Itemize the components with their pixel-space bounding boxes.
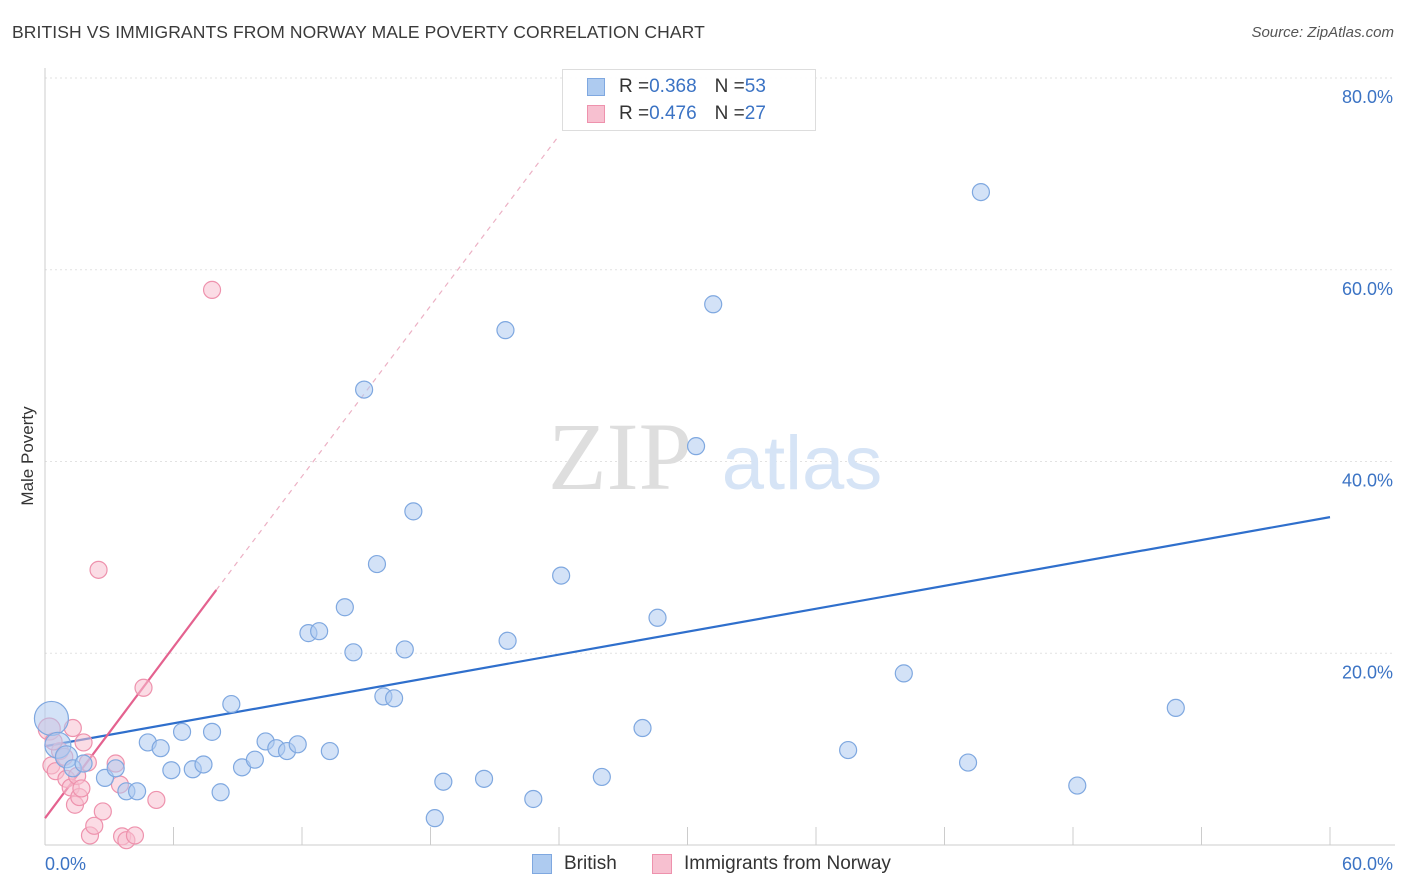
- british-point-23: [288, 735, 307, 754]
- british-point-42: [592, 767, 611, 787]
- british-point-33: [395, 640, 414, 659]
- british-point-50: [958, 753, 978, 772]
- grid-lines: [45, 77, 1395, 654]
- watermark: ZIP atlas: [548, 403, 882, 510]
- norway-trend-extension: [215, 135, 560, 591]
- british-legend-swatch: [532, 854, 552, 874]
- british-point-52: [1166, 698, 1185, 717]
- bottom-legend-norway[interactable]: Immigrants from Norway: [652, 852, 891, 876]
- correlation-legend: R = 0.368 N = 53 R = 0.476 N = 27: [562, 69, 816, 131]
- british-point-19: [245, 750, 264, 769]
- british-point-8: [127, 782, 147, 801]
- british-point-40: [524, 789, 543, 809]
- tick-labels: 20.0% 40.0% 60.0% 80.0% 0.0% 60.0%: [45, 87, 1393, 874]
- norway-point-25: [202, 280, 222, 299]
- british-point-0: [33, 700, 70, 737]
- british-point-45: [686, 437, 706, 456]
- british-n-label: N =: [714, 76, 745, 97]
- british-point-49: [971, 182, 991, 202]
- norway-legend-swatch: [652, 854, 672, 874]
- british-point-16: [211, 783, 230, 802]
- british-point-34: [404, 502, 423, 521]
- norway-point-15: [85, 816, 104, 835]
- british-point-36: [434, 772, 453, 791]
- british-point-46: [704, 295, 723, 314]
- axes: [44, 68, 1395, 846]
- british-point-32: [384, 689, 404, 708]
- british-point-51: [1068, 776, 1087, 795]
- british-point-35: [425, 809, 444, 828]
- watermark-zip: ZIP: [548, 403, 692, 510]
- british-point-44: [648, 608, 667, 627]
- british-point-47: [839, 740, 858, 760]
- chart-title: BRITISH VS IMMIGRANTS FROM NORWAY MALE P…: [12, 22, 705, 42]
- y-tick-label-1: 40.0%: [1342, 471, 1393, 491]
- x-tick-label-1: 60.0%: [1342, 854, 1393, 874]
- british-point-37: [474, 769, 494, 788]
- norway-point-22: [125, 826, 145, 845]
- norway-point-23: [134, 678, 153, 697]
- british-legend-label: British: [564, 853, 617, 874]
- british-point-17: [222, 694, 241, 714]
- norway-point-12: [74, 733, 93, 752]
- british-point-43: [633, 718, 652, 738]
- norway-point-17: [93, 802, 112, 821]
- british-trend-line: [44, 516, 1331, 748]
- british-point-25: [310, 622, 329, 641]
- source-credit: Source: ZipAtlas.com: [1251, 24, 1394, 41]
- british-point-15: [202, 722, 222, 741]
- norway-point-24: [147, 790, 166, 810]
- british-point-14: [194, 755, 213, 774]
- british-r-value: 0.368: [649, 76, 697, 97]
- norway-point-11: [72, 779, 91, 798]
- series-british: [33, 182, 1185, 828]
- norway-legend-label: Immigrants from Norway: [684, 853, 891, 874]
- british-point-4: [74, 754, 93, 773]
- british-point-27: [335, 598, 354, 617]
- british-point-28: [344, 643, 363, 662]
- norway-r-label: R =: [619, 103, 650, 124]
- british-point-29: [355, 380, 374, 399]
- british-point-48: [894, 664, 913, 683]
- british-point-41: [552, 566, 571, 585]
- y-tick-label-3: 80.0%: [1342, 87, 1393, 107]
- british-point-26: [320, 741, 339, 761]
- british-point-11: [162, 761, 181, 780]
- british-point-38: [496, 321, 515, 340]
- y-tick-label-0: 20.0%: [1342, 662, 1393, 682]
- norway-point-16: [89, 560, 108, 579]
- norway-swatch: [587, 105, 605, 123]
- legend-row-british: R = 0.368 N = 53: [587, 75, 766, 99]
- y-axis-label: Male Poverty: [18, 406, 37, 506]
- norway-n-label: N =: [714, 103, 745, 124]
- british-r-label: R =: [619, 76, 650, 97]
- y-tick-label-2: 60.0%: [1342, 279, 1393, 299]
- british-n-value: 53: [744, 76, 766, 97]
- bottom-legend-british[interactable]: British: [532, 852, 617, 876]
- watermark-atlas: atlas: [722, 421, 883, 506]
- legend-row-norway: R = 0.476 N = 27: [587, 102, 766, 126]
- british-point-30: [367, 554, 387, 574]
- british-point-6: [106, 759, 125, 778]
- british-point-12: [172, 722, 192, 741]
- british-point-10: [151, 739, 170, 758]
- british-swatch: [587, 78, 605, 96]
- british-point-39: [498, 631, 517, 650]
- norway-r-value: 0.476: [649, 103, 697, 124]
- norway-n-value: 27: [744, 103, 766, 124]
- x-tick-label-0: 0.0%: [45, 854, 86, 874]
